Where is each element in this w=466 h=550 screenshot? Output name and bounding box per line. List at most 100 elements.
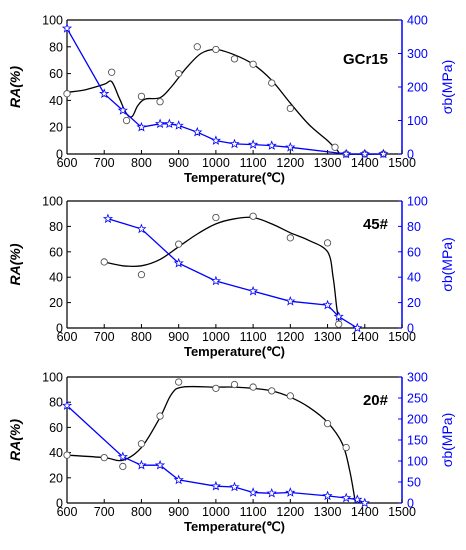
y2-tick-label: 100 bbox=[407, 195, 428, 209]
data-point bbox=[137, 271, 146, 279]
data-point bbox=[99, 88, 110, 98]
chart-title: 45# bbox=[363, 216, 389, 233]
series-line bbox=[104, 216, 341, 325]
x-tick-label: 1300 bbox=[314, 505, 342, 519]
data-point bbox=[173, 120, 184, 130]
data-point bbox=[285, 487, 296, 497]
x-axis-label: Temperature(℃) bbox=[184, 344, 285, 359]
data-point bbox=[248, 139, 259, 149]
chart-title: GCr15 bbox=[343, 51, 388, 68]
data-point bbox=[192, 126, 203, 137]
x-tick-label: 1500 bbox=[388, 330, 416, 344]
data-point bbox=[63, 90, 71, 98]
data-point bbox=[136, 223, 147, 234]
data-point bbox=[63, 451, 71, 459]
data-point bbox=[173, 474, 184, 485]
y2-tick-label: 300 bbox=[407, 371, 428, 385]
y-tick-label: 0 bbox=[56, 148, 63, 162]
data-point bbox=[229, 481, 240, 492]
data-point bbox=[341, 148, 352, 159]
x-tick-label: 1100 bbox=[240, 330, 267, 344]
data-point bbox=[322, 490, 333, 501]
chart-gcr15: GCr15 Temperature(℃) RA(%) σb(MPa) 600 70… bbox=[7, 14, 455, 186]
data-point bbox=[286, 104, 294, 113]
data-point bbox=[61, 23, 73, 33]
x-tick-label: 700 bbox=[94, 156, 115, 170]
data-point bbox=[175, 240, 183, 248]
y2-axis-label: σb(MPa) bbox=[439, 60, 455, 115]
data-point bbox=[137, 440, 146, 448]
x-tick-label: 900 bbox=[168, 156, 189, 170]
series-ra bbox=[100, 212, 343, 328]
y2-tick-label: 250 bbox=[407, 392, 428, 406]
x-tick-label: 1500 bbox=[388, 156, 416, 170]
x-tick-label: 1000 bbox=[202, 330, 230, 344]
y2-tick-label: 0 bbox=[407, 148, 414, 162]
series-line bbox=[107, 218, 358, 329]
x-tick-label: 1000 bbox=[202, 505, 230, 519]
y2-tick-label: 200 bbox=[407, 81, 428, 95]
data-point bbox=[154, 459, 166, 470]
data-point bbox=[378, 148, 389, 159]
data-point bbox=[136, 121, 147, 132]
x-tick-label: 1100 bbox=[240, 156, 267, 170]
x-tick-label: 600 bbox=[57, 156, 78, 170]
data-point bbox=[212, 45, 220, 54]
x-tick-label: 1500 bbox=[388, 505, 416, 519]
x-tick-label: 1400 bbox=[351, 330, 379, 344]
y-tick-label: 80 bbox=[49, 220, 63, 234]
data-point bbox=[249, 383, 257, 391]
data-point bbox=[193, 43, 201, 51]
data-point bbox=[285, 295, 296, 306]
y2-tick-label: 20 bbox=[407, 296, 421, 310]
data-point bbox=[333, 311, 344, 321]
series-sigma-b bbox=[61, 400, 370, 508]
data-point bbox=[164, 118, 175, 129]
y2-axis-label: σb(MPa) bbox=[439, 413, 455, 468]
data-point bbox=[359, 148, 370, 159]
data-point bbox=[248, 285, 259, 296]
data-point bbox=[175, 69, 183, 78]
data-point bbox=[352, 494, 363, 504]
x-tick-label: 1200 bbox=[276, 505, 304, 519]
y-tick-label: 100 bbox=[42, 371, 63, 385]
data-point bbox=[173, 257, 184, 268]
y2-tick-label: 200 bbox=[407, 413, 428, 427]
x-tick-label: 1300 bbox=[314, 156, 342, 170]
y-tick-label: 0 bbox=[56, 322, 63, 336]
y-tick-label: 20 bbox=[49, 296, 63, 310]
data-point bbox=[100, 258, 108, 266]
data-point bbox=[61, 400, 73, 410]
y-tick-label: 100 bbox=[42, 14, 63, 28]
data-point bbox=[156, 412, 164, 420]
data-point bbox=[341, 492, 352, 503]
data-point bbox=[210, 480, 222, 491]
data-point bbox=[122, 116, 131, 125]
y-tick-label: 40 bbox=[49, 271, 63, 285]
x-tick-label: 1000 bbox=[202, 156, 230, 170]
data-point bbox=[210, 135, 222, 145]
data-point bbox=[247, 487, 259, 497]
y2-tick-label: 0 bbox=[407, 497, 414, 511]
data-point bbox=[175, 378, 183, 386]
data-point bbox=[136, 459, 147, 470]
x-tick-label: 900 bbox=[168, 505, 189, 519]
y2-tick-label: 50 bbox=[407, 476, 421, 490]
x-tick-label: 1100 bbox=[240, 505, 267, 519]
series-ra bbox=[63, 378, 357, 504]
data-point bbox=[155, 118, 166, 129]
data-point bbox=[119, 462, 127, 471]
data-point bbox=[285, 141, 296, 152]
y2-tick-label: 300 bbox=[407, 47, 428, 61]
x-tick-label: 700 bbox=[94, 330, 115, 344]
x-axis-label: Temperature(℃) bbox=[184, 519, 285, 534]
data-point bbox=[100, 453, 108, 462]
chart-20: 20# Temperature(℃) RA(%) σb(MPa) 600 700 8… bbox=[7, 371, 455, 535]
data-point bbox=[229, 138, 240, 149]
x-tick-label: 700 bbox=[94, 505, 115, 519]
data-point bbox=[117, 451, 128, 462]
data-point bbox=[249, 212, 257, 220]
y-tick-label: 0 bbox=[56, 497, 63, 511]
data-point bbox=[230, 380, 239, 389]
